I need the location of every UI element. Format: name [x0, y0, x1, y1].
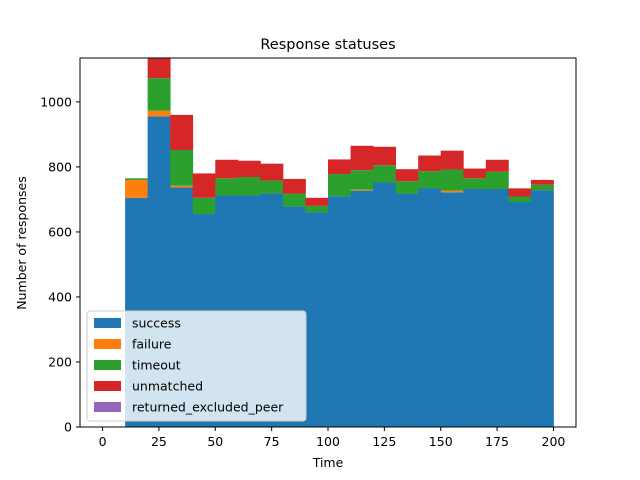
bar-unmatched-90: [305, 197, 329, 206]
bar-success-120: [373, 182, 397, 427]
x-tick-label-0: 0: [99, 434, 107, 449]
y-tick-label-600: 600: [48, 224, 72, 239]
bar-unmatched-170: [485, 159, 509, 172]
chart-title: Response statuses: [260, 37, 395, 53]
x-axis-label: Time: [312, 455, 344, 470]
bar-unmatched-130: [395, 169, 419, 182]
bar-timeout-120: [373, 165, 397, 183]
bar-timeout-150: [440, 169, 464, 191]
y-tick-label-400: 400: [48, 289, 72, 304]
bar-timeout-140: [418, 171, 442, 189]
y-tick-label-0: 0: [64, 420, 72, 435]
x-tick-label-75: 75: [264, 434, 280, 449]
bar-timeout-50: [215, 178, 239, 196]
bar-timeout-20: [147, 78, 171, 111]
legend-swatch-timeout: [94, 360, 121, 370]
legend-label-returned_excluded_peer: returned_excluded_peer: [132, 400, 284, 415]
bar-success-190: [530, 190, 554, 427]
legend-swatch-unmatched: [94, 381, 121, 391]
bar-unmatched-190: [530, 179, 554, 185]
bar-unmatched-180: [508, 188, 532, 197]
bar-success-140: [418, 188, 442, 427]
y-tick-label-800: 800: [48, 159, 72, 174]
bar-success-170: [485, 189, 509, 427]
bar-failure-20: [147, 110, 171, 117]
y-tick-label-200: 200: [48, 354, 72, 369]
bar-timeout-180: [508, 196, 532, 203]
bar-success-160: [463, 189, 487, 427]
bar-failure-30: [170, 185, 194, 188]
bar-timeout-130: [395, 181, 419, 194]
legend-box: [86, 310, 307, 422]
legend-swatch-returned_excluded_peer: [94, 402, 121, 412]
bar-failure-10: [125, 179, 149, 198]
bar-unmatched-20: [147, 58, 171, 79]
bar-unmatched-140: [418, 155, 442, 172]
bar-unmatched-30: [170, 114, 194, 151]
bar-unmatched-70: [260, 163, 284, 181]
bar-failure-150: [440, 190, 464, 193]
y-tick-label-1000: 1000: [40, 94, 72, 109]
bar-unmatched-160: [463, 168, 487, 179]
bar-timeout-110: [350, 170, 374, 190]
bar-success-180: [508, 202, 532, 427]
axes-layer: 0 25 50 75 100 125 150 175 200 0 200 400 600 800 1000: [40, 57, 577, 449]
x-tick-label-100: 100: [316, 434, 340, 449]
bar-unmatched-60: [237, 160, 261, 177]
bar-success-150: [440, 192, 464, 427]
x-tick-label-50: 50: [207, 434, 223, 449]
x-tick-label-125: 125: [372, 434, 396, 449]
bar-timeout-10: [125, 178, 149, 180]
bar-unmatched-120: [373, 146, 397, 166]
bar-failure-110: [350, 189, 374, 191]
legend-swatch-failure: [94, 339, 121, 349]
bar-unmatched-40: [192, 173, 216, 198]
legend-swatch-success: [94, 318, 121, 328]
bar-unmatched-150: [440, 150, 464, 170]
bar-timeout-160: [463, 178, 487, 190]
x-tick-label-25: 25: [151, 434, 167, 449]
bar-success-100: [328, 196, 351, 427]
bar-unmatched-100: [328, 159, 351, 175]
legend-label-unmatched: unmatched: [132, 379, 203, 394]
y-axis-label: Number of responses: [14, 176, 29, 310]
bar-timeout-90: [305, 205, 329, 213]
bar-success-130: [395, 193, 419, 427]
bar-timeout-100: [328, 174, 351, 197]
bar-timeout-40: [192, 197, 216, 215]
bar-success-90: [305, 212, 329, 427]
bar-timeout-60: [237, 176, 261, 196]
x-tick-label-175: 175: [485, 434, 509, 449]
bar-timeout-170: [485, 171, 509, 190]
legend: success failure timeout unmatched returned_e…: [86, 310, 307, 422]
legend-label-success: success: [132, 316, 181, 331]
bar-success-110: [350, 190, 374, 427]
bar-unmatched-80: [282, 178, 306, 194]
legend-label-failure: failure: [132, 337, 172, 352]
bar-timeout-80: [282, 193, 306, 207]
bar-timeout-30: [170, 150, 194, 186]
x-tick-label-200: 200: [542, 434, 566, 449]
legend-label-timeout: timeout: [132, 358, 181, 373]
bar-unmatched-110: [350, 145, 374, 171]
bar-timeout-190: [530, 184, 554, 191]
bar-unmatched-50: [215, 159, 239, 179]
bar-timeout-70: [260, 180, 284, 194]
x-tick-label-150: 150: [429, 434, 453, 449]
